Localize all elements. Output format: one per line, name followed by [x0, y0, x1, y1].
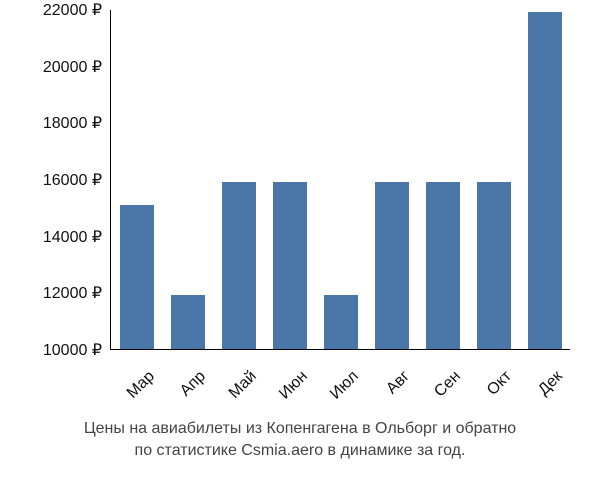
y-tick-label: 12000 ₽: [43, 283, 102, 303]
y-tick-label: 16000 ₽: [43, 170, 102, 190]
x-axis: МарАпрМайИюнИюлАвгСенОктДек: [110, 355, 570, 410]
x-tick-label: Дек: [537, 355, 600, 418]
bar: [375, 182, 409, 349]
bar: [273, 182, 307, 349]
y-tick-label: 10000 ₽: [43, 340, 102, 360]
y-tick-label: 18000 ₽: [43, 113, 102, 133]
caption-line-2: по статистике Csmia.aero в динамике за г…: [135, 442, 466, 459]
bar: [528, 12, 562, 349]
y-tick-label: 14000 ₽: [43, 227, 102, 247]
bar: [324, 295, 358, 349]
bars-container: [111, 10, 570, 349]
bar: [222, 182, 256, 349]
price-chart: 10000 ₽ 12000 ₽ 14000 ₽ 16000 ₽ 18000 ₽ 20000…: [20, 10, 580, 410]
chart-caption: Цены на авиабилеты из Копенгагена в Ольб…: [20, 418, 580, 461]
bar: [171, 295, 205, 349]
bar: [477, 182, 511, 349]
plot-area: [110, 10, 570, 350]
y-tick-label: 20000 ₽: [43, 57, 102, 77]
caption-line-1: Цены на авиабилеты из Копенгагена в Ольб…: [84, 420, 516, 437]
bar: [426, 182, 460, 349]
y-tick-label: 22000 ₽: [43, 0, 102, 20]
y-axis: 10000 ₽12000 ₽14000 ₽16000 ₽18000 ₽20000…: [20, 10, 110, 350]
bar: [120, 205, 154, 350]
